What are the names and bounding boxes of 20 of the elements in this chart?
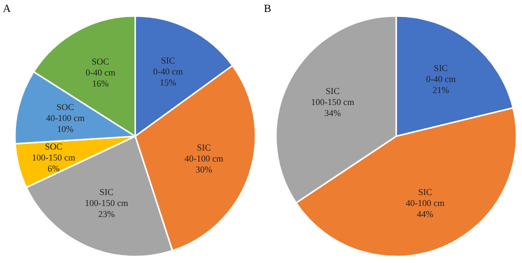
data-label: 6% <box>48 163 60 174</box>
data-label: 30% <box>196 164 213 175</box>
chart-title: A <box>2 2 11 15</box>
data-label: 34% <box>324 108 342 118</box>
slice-label: SIC 0-40 cm <box>153 55 183 76</box>
slice-label: SIC 0-40 cm <box>426 63 456 84</box>
slice-label: SOC 40-100 cm <box>46 102 85 124</box>
slice-label: SIC 40-100 cm <box>406 186 445 208</box>
chart-title: B <box>264 2 272 15</box>
data-label: 23% <box>98 208 116 219</box>
slice-label: SOC 100-150 cm <box>32 141 76 162</box>
slice-label: SIC 100-150 cm <box>310 86 354 107</box>
slice-label: SIC 40-100 cm <box>184 142 224 164</box>
data-label: 10% <box>57 124 74 134</box>
data-label: 21% <box>432 85 450 96</box>
data-label: 16% <box>92 78 110 89</box>
data-label: 44% <box>416 208 434 219</box>
slice-label: SIC 100-150 cm <box>84 186 128 208</box>
data-label: 15% <box>160 77 177 88</box>
slice-label: SOC 0-40 cm <box>86 56 116 78</box>
